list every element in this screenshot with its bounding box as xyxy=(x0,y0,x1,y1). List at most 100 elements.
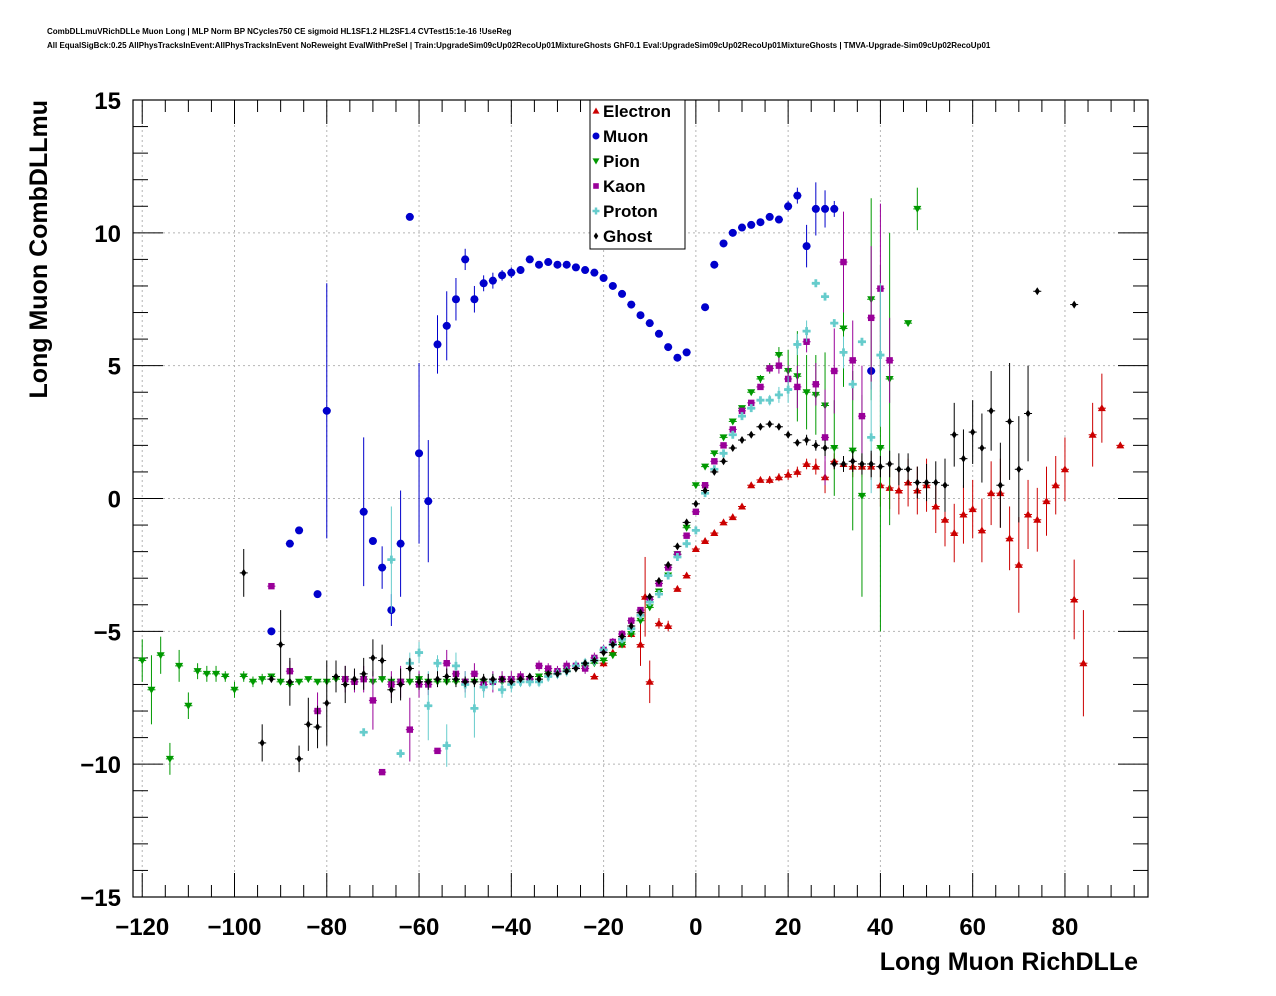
data-point-proton xyxy=(470,704,479,713)
data-point-electron xyxy=(1097,404,1106,412)
data-point-kaon xyxy=(471,670,478,678)
data-point-muon xyxy=(654,329,663,338)
data-point-kaon xyxy=(812,381,820,388)
data-point-ghost xyxy=(1016,465,1022,474)
data-point-electron xyxy=(590,672,599,680)
x-axis-title: Long Muon RichDLLe xyxy=(880,948,1138,976)
data-point-ghost xyxy=(287,677,293,686)
data-point-kaon xyxy=(858,412,866,420)
legend-label-electron: Electron xyxy=(603,102,671,121)
data-point-ghost xyxy=(840,459,847,468)
data-point-ghost xyxy=(591,656,597,665)
data-point-ghost xyxy=(342,680,348,689)
data-point-pion xyxy=(913,205,922,213)
data-point-kaon xyxy=(831,367,838,375)
data-point-muon xyxy=(664,343,673,352)
data-point-pion xyxy=(802,389,811,397)
data-point-ghost xyxy=(259,738,265,747)
y-tick-label: 0 xyxy=(108,487,121,514)
data-point-proton xyxy=(728,430,737,439)
y-tick-label: −5 xyxy=(94,619,121,646)
data-point-ghost xyxy=(241,568,247,577)
data-point-muon xyxy=(498,271,507,280)
data-point-muon xyxy=(590,268,599,277)
x-tick-label: −100 xyxy=(207,914,261,941)
data-point-electron xyxy=(728,513,737,521)
data-point-ghost xyxy=(600,648,607,657)
series-muon xyxy=(267,182,876,636)
data-point-proton xyxy=(747,404,756,413)
data-point-electron xyxy=(1116,441,1125,449)
data-point-pion xyxy=(165,755,174,763)
data-point-proton xyxy=(479,683,488,692)
data-point-pion xyxy=(202,670,211,678)
legend-marker-kaon xyxy=(593,183,599,189)
x-tick-label: −20 xyxy=(583,914,624,941)
data-point-muon xyxy=(701,303,710,312)
data-point-pion xyxy=(147,686,156,694)
data-point-electron xyxy=(1060,465,1069,473)
data-point-electron xyxy=(959,510,968,518)
data-point-ghost xyxy=(831,459,837,468)
data-point-pion xyxy=(599,657,608,665)
data-point-muon xyxy=(535,260,543,269)
legend-label-ghost: Ghost xyxy=(603,227,652,246)
data-point-ghost xyxy=(268,675,275,684)
data-point-pion xyxy=(728,418,737,426)
data-point-muon xyxy=(830,204,839,213)
data-point-ghost xyxy=(803,436,810,445)
data-point-pion xyxy=(904,320,913,328)
data-point-ghost xyxy=(776,422,782,431)
data-point-ghost xyxy=(554,669,561,678)
data-point-ghost xyxy=(545,669,551,678)
data-point-proton xyxy=(811,279,820,288)
data-point-electron xyxy=(710,529,719,537)
data-point-proton xyxy=(424,701,433,710)
data-point-ghost xyxy=(720,457,727,466)
data-point-ghost xyxy=(905,465,911,474)
data-point-muon xyxy=(378,563,387,572)
y-tick-label: 10 xyxy=(94,221,121,248)
data-point-electron xyxy=(987,489,996,497)
x-tick-label: −60 xyxy=(399,914,440,941)
data-point-muon xyxy=(368,537,377,546)
data-point-ghost xyxy=(960,454,967,463)
data-point-muon xyxy=(802,242,811,251)
data-point-ghost xyxy=(610,640,616,649)
data-point-pion xyxy=(258,676,267,684)
data-point-electron xyxy=(719,518,728,526)
data-point-proton xyxy=(848,380,857,389)
data-point-proton xyxy=(673,552,682,561)
chart-title-line-2: All EqualSigBck:0.25 AllPhysTracksInEven… xyxy=(47,41,991,50)
data-point-kaon xyxy=(720,442,727,449)
data-point-muon xyxy=(295,526,304,535)
legend-label-pion: Pion xyxy=(603,152,640,171)
data-point-ghost xyxy=(407,664,413,673)
data-point-muon xyxy=(618,289,627,298)
data-point-muon xyxy=(581,266,590,275)
data-point-ghost xyxy=(868,459,874,468)
data-point-pion xyxy=(756,375,765,383)
data-point-muon xyxy=(599,273,608,282)
data-point-proton xyxy=(387,555,396,564)
x-tick-label: 40 xyxy=(867,914,894,941)
data-point-ghost xyxy=(822,444,828,453)
data-point-ghost xyxy=(296,754,302,763)
data-point-pion xyxy=(774,352,783,360)
data-point-ghost xyxy=(988,406,994,415)
data-point-muon xyxy=(784,202,793,211)
data-point-ghost xyxy=(314,722,321,731)
data-point-kaon xyxy=(794,383,801,391)
data-point-proton xyxy=(525,677,534,686)
data-point-muon xyxy=(774,215,783,224)
data-point-proton xyxy=(498,685,507,694)
data-point-electron xyxy=(1070,595,1079,603)
data-point-kaon xyxy=(738,407,746,415)
data-point-proton xyxy=(415,648,424,657)
data-point-pion xyxy=(221,673,230,681)
data-point-ghost xyxy=(656,576,662,585)
data-point-muon xyxy=(562,260,571,269)
data-point-ghost xyxy=(970,428,976,437)
data-point-ghost xyxy=(370,653,376,662)
legend-marker-ghost xyxy=(593,232,599,240)
